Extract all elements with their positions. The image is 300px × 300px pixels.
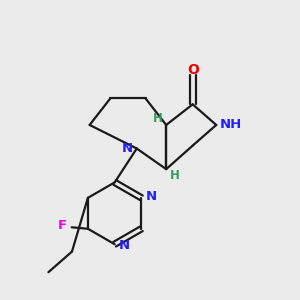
Text: H: H [169, 169, 179, 182]
Text: NH: NH [220, 118, 242, 131]
Text: F: F [58, 219, 67, 232]
Text: O: O [187, 63, 199, 76]
Text: H: H [153, 112, 163, 125]
Text: N: N [146, 190, 157, 203]
Text: N: N [119, 239, 130, 252]
Text: N: N [122, 142, 133, 155]
